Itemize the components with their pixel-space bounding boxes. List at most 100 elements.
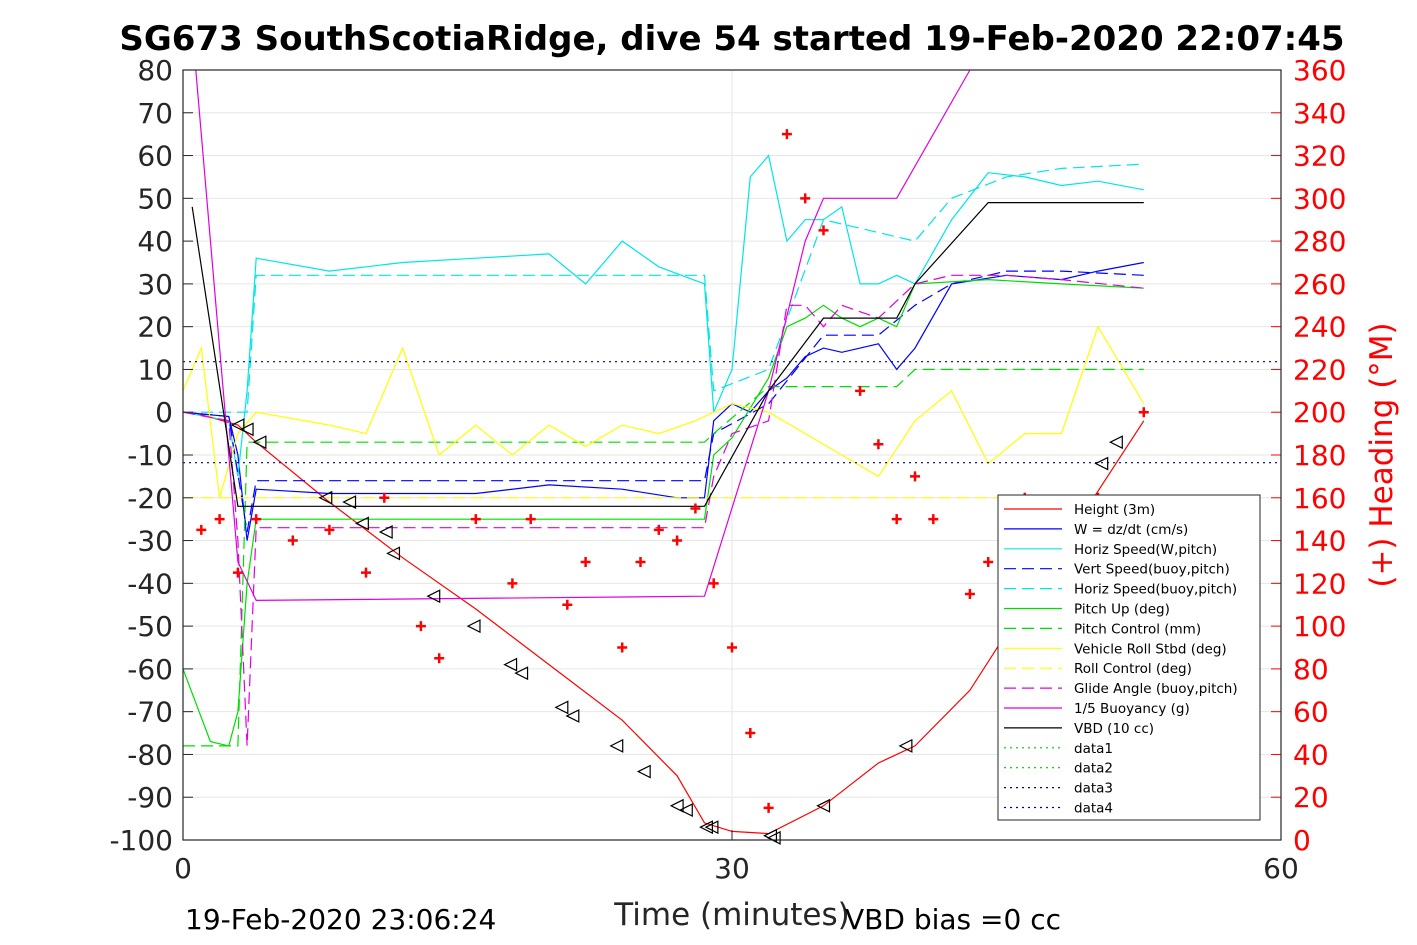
heading-point <box>653 524 664 535</box>
legend-label: data2 <box>1074 761 1113 777</box>
dive-marker <box>699 820 713 835</box>
heading-point <box>470 514 481 525</box>
right-tick-label: 100 <box>1293 610 1346 643</box>
heading-point <box>855 385 866 396</box>
dive-marker <box>239 422 254 437</box>
right-tick-label: 360 <box>1293 54 1346 87</box>
heading-point <box>910 471 920 482</box>
heading-point <box>1138 407 1149 418</box>
footer-vbd-bias: VBD bias =0 cc <box>845 903 1061 936</box>
chart-title: SG673 SouthScotiaRidge, dive 54 started … <box>119 19 1344 59</box>
right-tick-label: 320 <box>1293 140 1346 173</box>
series-dive-markers <box>230 418 1123 845</box>
right-tick-label: 180 <box>1293 439 1346 472</box>
legend-label: 1/5 Buoyancy (g) <box>1074 701 1190 717</box>
heading-point <box>690 503 701 514</box>
right-tick-label: 0 <box>1293 824 1311 857</box>
dive-marker <box>354 516 369 531</box>
heading-point <box>232 567 243 578</box>
legend-label: data4 <box>1074 801 1113 817</box>
dive-marker <box>1094 456 1109 471</box>
right-tick-label: 40 <box>1293 738 1329 771</box>
legend-label: Roll Control (deg) <box>1074 661 1192 677</box>
right-tick-label: 220 <box>1293 353 1346 386</box>
y-tick-label: 60 <box>137 140 173 173</box>
dive-marker <box>609 738 624 753</box>
right-tick-label: 160 <box>1293 482 1346 515</box>
y-tick-label: -20 <box>127 482 173 515</box>
series-w-dz-dt-cm-s <box>182 261 1144 541</box>
legend: Height (3m) W = dz/dt (cm/s) Horiz Speed(W… <box>997 494 1261 821</box>
legend-label: Glide Angle (buoy,pitch) <box>1074 681 1238 697</box>
heading-point <box>708 578 719 589</box>
right-tick-label: 120 <box>1293 567 1346 600</box>
legend-label: VBD (10 cc) <box>1074 721 1154 737</box>
heading-point <box>525 514 536 525</box>
heading-point <box>983 556 994 567</box>
heading-point <box>562 599 573 610</box>
dive-marker <box>514 666 529 681</box>
heading-point <box>287 535 298 546</box>
dive-marker <box>565 708 580 723</box>
heading-point <box>763 802 774 813</box>
y-tick-label: -40 <box>127 567 173 600</box>
footer-timestamp: 19-Feb-2020 23:06:24 <box>185 903 496 936</box>
y-tick-label: -70 <box>127 696 173 729</box>
right-tick-label: 200 <box>1293 396 1346 429</box>
y-tick-label: -10 <box>127 439 173 472</box>
heading-point <box>214 514 225 525</box>
series-pitch-control-mm <box>183 368 1144 747</box>
series-horiz-speed-w-pitch <box>182 154 1144 477</box>
right-axis-ticks: 3603403203002802602402202001801601401201… <box>1271 54 1346 857</box>
dive-marker <box>704 820 719 835</box>
dive-marker <box>669 798 684 813</box>
y-tick-label: 20 <box>137 311 173 344</box>
dive-marker <box>426 589 441 604</box>
heading-point <box>781 129 792 140</box>
bottom-axis-ticks: 0 30 60 <box>174 830 1299 885</box>
dive-marker <box>678 803 693 818</box>
series-vbd-10-cc <box>191 202 1144 507</box>
legend-label: data1 <box>1074 741 1113 757</box>
y-tick-label: -60 <box>127 653 173 686</box>
series-glide-angle-buoy-pitch <box>182 274 1144 746</box>
dive-marker <box>1108 435 1123 450</box>
series-pitch-up-deg <box>182 278 1144 747</box>
heading-point <box>928 514 939 525</box>
y-tick-label: 40 <box>137 225 173 258</box>
x-tick-label: 30 <box>714 852 750 885</box>
dive-marker <box>816 798 831 813</box>
dive-marker <box>636 764 651 779</box>
heading-point <box>434 653 445 664</box>
legend-label: Pitch Control (mm) <box>1074 621 1201 637</box>
plot-frame <box>182 69 1282 841</box>
right-tick-label: 20 <box>1293 781 1329 814</box>
heading-point <box>324 524 335 535</box>
legend-label: W = dz/dt (cm/s) <box>1074 522 1188 538</box>
x-axis-label: Time (minutes) <box>613 897 849 933</box>
y-tick-label: 30 <box>137 268 173 301</box>
right-tick-label: 300 <box>1293 182 1346 215</box>
heading-point <box>251 514 262 525</box>
dive-marker <box>503 657 518 672</box>
y-tick-label: -100 <box>109 824 173 857</box>
heading-point <box>873 439 884 450</box>
legend-label: data3 <box>1074 781 1113 797</box>
heading-point <box>891 514 902 525</box>
legend-label: Horiz Speed(buoy,pitch) <box>1074 582 1237 598</box>
legend-label: Pitch Up (deg) <box>1074 602 1170 618</box>
heading-point <box>818 225 829 236</box>
right-axis-label: (+) Heading (°M) <box>1364 322 1400 587</box>
x-tick-label: 0 <box>174 852 192 885</box>
heading-point <box>800 193 811 204</box>
series-vehicle-roll-stbd-deg <box>182 325 1145 498</box>
dive-marker <box>554 700 569 715</box>
dive-marker <box>898 738 913 753</box>
dive-marker <box>378 525 393 539</box>
heading-point <box>745 728 756 739</box>
dive-marker <box>252 435 267 450</box>
heading-point <box>635 556 646 567</box>
x-tick-label: 60 <box>1263 852 1299 885</box>
dive-marker <box>386 546 401 561</box>
